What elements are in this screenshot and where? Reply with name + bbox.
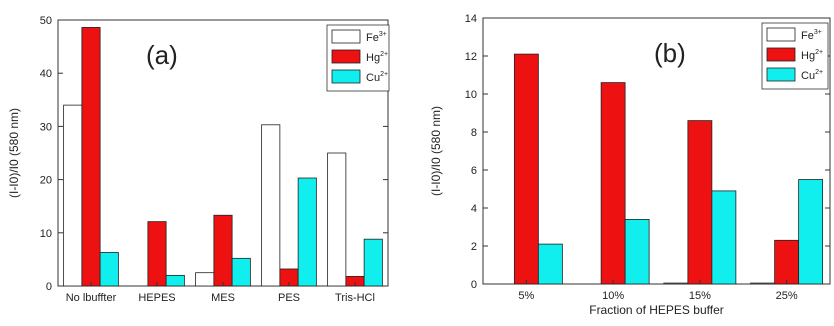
legend-swatch bbox=[766, 47, 796, 62]
legend-label: Fe3+ bbox=[801, 29, 822, 42]
bar bbox=[663, 282, 689, 285]
legend-label-superscript: 2+ bbox=[815, 49, 823, 56]
bar bbox=[774, 239, 800, 285]
legend-label-name: Cu bbox=[366, 72, 380, 84]
x-tick-label: HEPES bbox=[138, 292, 175, 304]
legend-label-superscript: 3+ bbox=[379, 31, 387, 38]
legend-label-superscript: 2+ bbox=[815, 69, 823, 76]
legend: Fe3+Hg2+Cu2+ bbox=[326, 24, 390, 92]
y-tick-label: 14 bbox=[465, 13, 477, 25]
y-tick-label: 0 bbox=[46, 281, 52, 293]
y-tick-label: 0 bbox=[471, 279, 477, 291]
y-axis-label: (I-I0)/I0 (580 nm) bbox=[429, 106, 443, 196]
legend-label-superscript: 3+ bbox=[814, 29, 822, 36]
bar bbox=[513, 53, 539, 285]
bar bbox=[147, 221, 167, 287]
x-tick-label: 25% bbox=[776, 290, 798, 302]
legend-label: Hg2+ bbox=[366, 51, 388, 64]
legend-label-superscript: 2+ bbox=[380, 71, 388, 78]
panel-label: (a) bbox=[146, 40, 178, 70]
legend-label-name: Fe bbox=[801, 30, 814, 42]
legend-label-superscript: 2+ bbox=[380, 51, 388, 58]
legend-label: Cu2+ bbox=[801, 69, 823, 82]
y-tick-label: 40 bbox=[40, 68, 52, 80]
bar bbox=[165, 274, 185, 287]
bar bbox=[798, 179, 824, 285]
x-tick-label: PES bbox=[278, 292, 300, 304]
legend-swatch bbox=[331, 29, 361, 44]
bar bbox=[600, 82, 626, 285]
x-tick-label: MES bbox=[211, 292, 235, 304]
legend-swatch bbox=[766, 67, 796, 82]
y-tick-label: 4 bbox=[471, 203, 477, 215]
bar bbox=[231, 257, 251, 287]
legend-label-name: Hg bbox=[801, 50, 815, 62]
y-tick-label: 20 bbox=[40, 175, 52, 187]
legend-label: Fe3+ bbox=[366, 31, 387, 44]
x-tick-label: 15% bbox=[689, 290, 711, 302]
legend-label-name: Cu bbox=[801, 70, 815, 82]
x-tick-label: No lbuffter bbox=[66, 292, 117, 304]
legend-label-name: Hg bbox=[366, 52, 380, 64]
panel-label: (b) bbox=[654, 38, 686, 68]
bar bbox=[297, 177, 317, 287]
bar bbox=[687, 120, 713, 285]
legend-swatch bbox=[331, 49, 361, 64]
legend-swatch bbox=[331, 69, 361, 84]
legend-label: Hg2+ bbox=[801, 49, 823, 62]
y-tick-label: 50 bbox=[40, 15, 52, 27]
x-axis-label: Fraction of HEPES buffer bbox=[589, 303, 724, 317]
bar bbox=[624, 218, 650, 285]
bar bbox=[99, 252, 119, 287]
legend-label-name: Fe bbox=[366, 32, 379, 44]
x-tick-label: 5% bbox=[518, 290, 534, 302]
bar bbox=[537, 243, 563, 285]
bar bbox=[750, 282, 776, 285]
chart-panel-a: 0 10 20 30 40 50 No lbuffter HEPES MES PES Tris-HC… bbox=[7, 15, 390, 304]
legend-label: Cu2+ bbox=[366, 71, 388, 84]
y-tick-label: 8 bbox=[471, 127, 477, 139]
bar bbox=[327, 152, 347, 287]
y-tick-label: 6 bbox=[471, 165, 477, 177]
y-tick-label: 30 bbox=[40, 121, 52, 133]
bar bbox=[63, 104, 83, 287]
bar bbox=[213, 214, 233, 287]
y-axis-label: (I-I0)/I0 (580 nm) bbox=[7, 108, 21, 198]
legend-swatch bbox=[766, 27, 796, 42]
bar bbox=[81, 27, 101, 287]
bar bbox=[363, 238, 383, 287]
x-tick-label: Tris-HCl bbox=[335, 292, 375, 304]
legend: Fe3+Hg2+Cu2+ bbox=[761, 22, 829, 90]
bar bbox=[711, 190, 737, 285]
y-tick-label: 12 bbox=[465, 51, 477, 63]
y-tick-label: 10 bbox=[40, 228, 52, 240]
bar bbox=[195, 272, 215, 287]
plot-frame bbox=[482, 17, 831, 285]
y-tick-label: 2 bbox=[471, 241, 477, 253]
y-tick-label: 10 bbox=[465, 89, 477, 101]
bar bbox=[261, 124, 281, 287]
chart-panel-b: 0 2 4 6 8 10 12 14 5% 10% 15% 25% (I-I0)/I0 (580 nm)… bbox=[429, 13, 831, 317]
x-tick-label: 10% bbox=[602, 290, 624, 302]
